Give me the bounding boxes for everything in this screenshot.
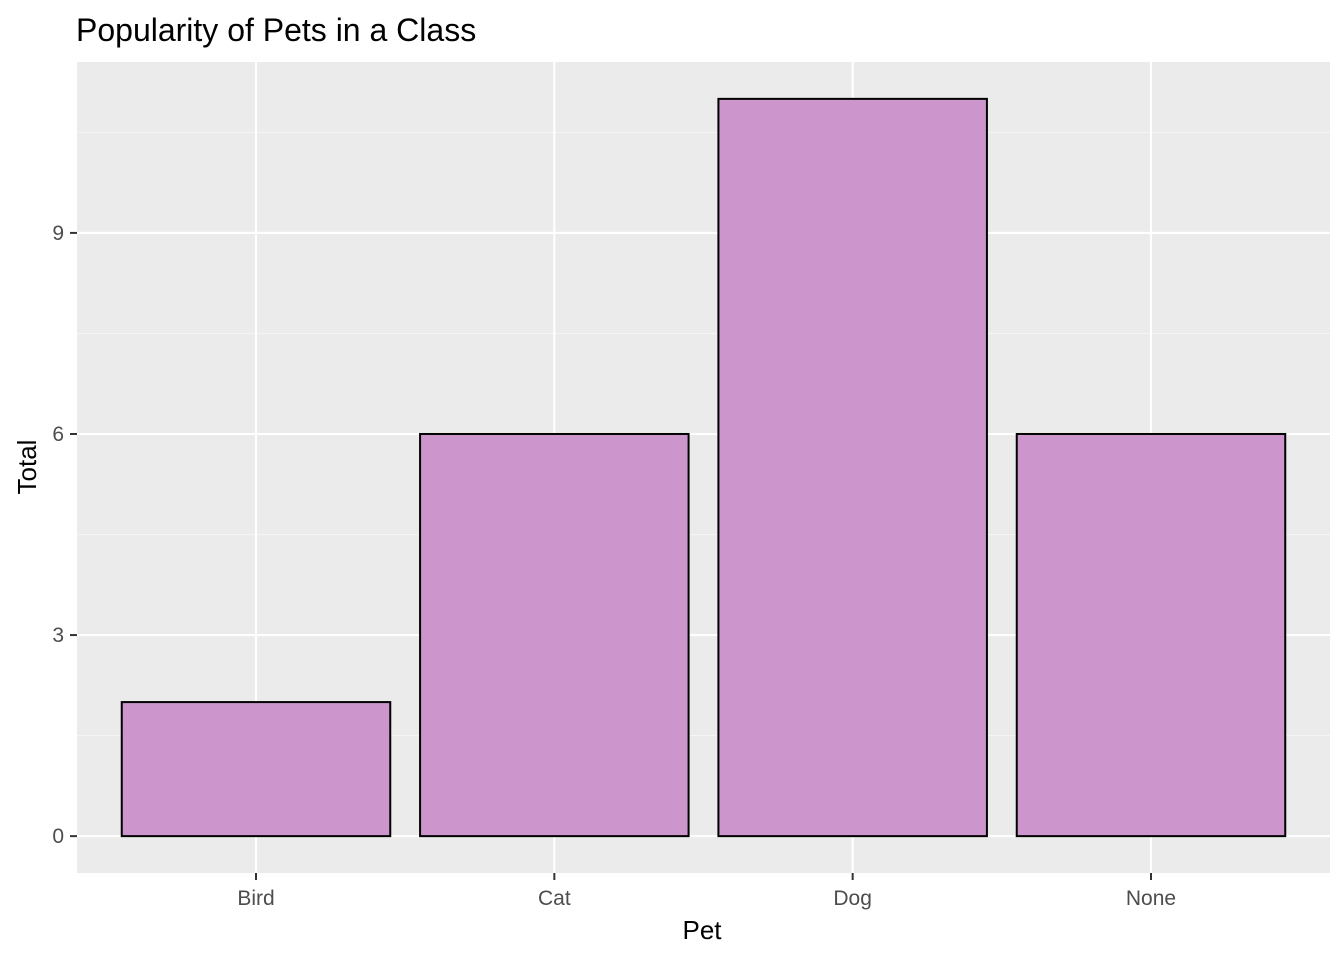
- bars: [120, 97, 1287, 838]
- x-tick-label-bird: Bird: [237, 887, 274, 910]
- y-tick-label: 0: [52, 825, 64, 848]
- y-tick-label: 3: [52, 624, 64, 647]
- x-tick-label-cat: Cat: [538, 887, 571, 910]
- x-tick-label-dog: Dog: [833, 887, 872, 910]
- y-axis: 0 3 6 9: [52, 222, 77, 848]
- y-tick-label: 6: [52, 423, 64, 446]
- bar-cat: [419, 432, 690, 838]
- x-axis-title: Pet: [682, 915, 722, 945]
- bar-bird: [120, 701, 392, 838]
- y-axis-title: Total: [12, 440, 42, 495]
- bar-dog: [717, 97, 988, 838]
- y-tick-label: 9: [52, 222, 64, 245]
- bar-none: [1015, 432, 1287, 838]
- x-tick-label-none: None: [1126, 887, 1176, 910]
- x-axis: Bird Cat Dog None: [237, 873, 1176, 910]
- chart-title: Popularity of Pets in a Class: [76, 12, 476, 48]
